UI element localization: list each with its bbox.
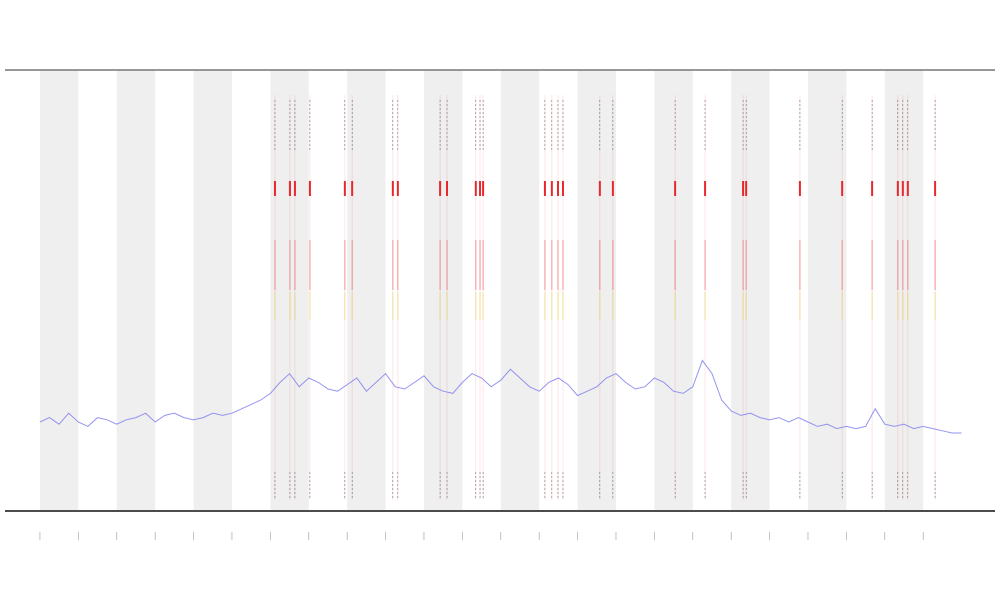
- shade-band: [347, 70, 386, 510]
- event-flag: [704, 181, 707, 196]
- event: [479, 95, 482, 500]
- event-flag: [906, 181, 909, 196]
- event: [841, 95, 844, 500]
- event-flag: [896, 181, 899, 196]
- bands: [39, 70, 924, 540]
- event-flag: [474, 181, 477, 196]
- event-flag: [561, 181, 564, 196]
- series-line: [39, 359, 962, 434]
- event-flag: [293, 181, 296, 196]
- event-flag: [446, 181, 449, 196]
- event-flag: [351, 181, 354, 196]
- shade-band: [500, 70, 540, 510]
- event: [611, 95, 614, 500]
- event-flag: [479, 181, 482, 196]
- event: [343, 95, 346, 500]
- events: [273, 95, 937, 500]
- event: [543, 95, 546, 500]
- event: [288, 95, 291, 500]
- event-flag: [598, 181, 601, 196]
- event-flag: [273, 181, 276, 196]
- event: [896, 95, 899, 500]
- event-flag: [439, 181, 442, 196]
- event: [561, 95, 564, 500]
- event: [906, 95, 909, 500]
- event-flag: [343, 181, 346, 196]
- shade-band: [193, 70, 232, 510]
- event: [391, 95, 394, 500]
- event-flag: [871, 181, 874, 196]
- event-flag: [556, 181, 559, 196]
- event: [901, 95, 904, 500]
- event-flag: [288, 181, 291, 196]
- event: [439, 95, 442, 500]
- event-flag: [742, 181, 745, 196]
- event-flag: [674, 181, 677, 196]
- shade-band: [577, 70, 616, 510]
- event-flag: [550, 181, 553, 196]
- event-flag: [798, 181, 801, 196]
- event: [745, 95, 748, 500]
- shade-band: [731, 70, 770, 510]
- event: [871, 95, 874, 500]
- event: [273, 95, 276, 500]
- event-flag: [841, 181, 844, 196]
- lines: [39, 359, 962, 434]
- event-flag: [611, 181, 614, 196]
- shade-band: [270, 70, 309, 510]
- shade-band: [654, 70, 693, 510]
- event: [798, 95, 801, 500]
- event-flag: [934, 181, 937, 196]
- event-flag: [901, 181, 904, 196]
- shade-band: [423, 70, 463, 510]
- event-flag: [482, 181, 485, 196]
- event-flag: [745, 181, 748, 196]
- event: [598, 95, 601, 500]
- shade-band: [39, 70, 79, 510]
- shade-band: [884, 70, 924, 510]
- event: [308, 95, 311, 500]
- event: [674, 95, 677, 500]
- event-flag: [308, 181, 311, 196]
- event-flag: [391, 181, 394, 196]
- event: [396, 95, 399, 500]
- event: [704, 95, 707, 500]
- event: [351, 95, 354, 500]
- event: [742, 95, 745, 500]
- event: [293, 95, 296, 500]
- event-flag: [396, 181, 399, 196]
- event: [474, 95, 477, 500]
- event: [934, 95, 937, 500]
- event-flag: [543, 181, 546, 196]
- event: [446, 95, 449, 500]
- shade-band: [116, 70, 156, 510]
- event: [482, 95, 485, 500]
- event: [556, 95, 559, 500]
- event: [550, 95, 553, 500]
- shade-band: [807, 70, 847, 510]
